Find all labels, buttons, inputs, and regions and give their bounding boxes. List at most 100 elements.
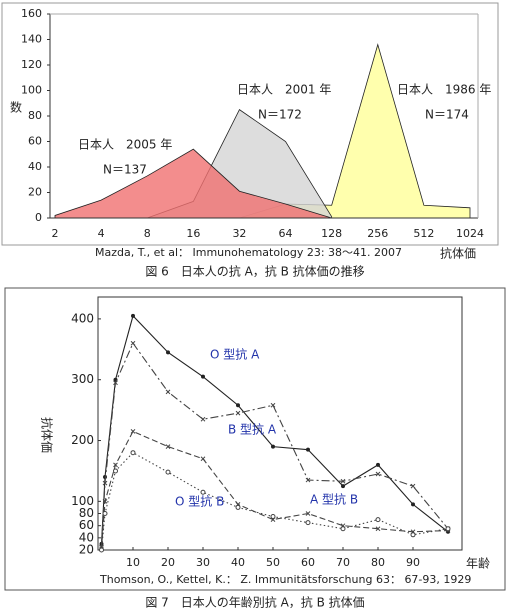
series-label: 日本人 1986 年 — [397, 83, 491, 97]
marker — [376, 462, 380, 467]
marker — [113, 462, 118, 468]
marker — [165, 469, 171, 475]
x-tick-label: 2 — [52, 227, 59, 240]
x-tick-label: 16 — [186, 227, 200, 240]
series-note: N＝174 — [425, 108, 469, 122]
x-tick-label: 64 — [279, 227, 293, 240]
x-tick-label: 8 — [144, 227, 151, 240]
series-label: 日本人 2001 年 — [237, 83, 331, 97]
series-note: N＝137 — [103, 163, 147, 177]
marker — [410, 483, 416, 489]
x-tick-label: 128 — [321, 227, 342, 240]
y-tick-label: 400 — [71, 311, 94, 325]
marker — [305, 520, 311, 526]
area — [54, 148, 332, 219]
y-tick-label: 40 — [28, 160, 42, 173]
x-axis-label: 抗体価 — [440, 246, 476, 261]
marker — [165, 444, 171, 449]
marker — [166, 350, 170, 355]
line — [100, 452, 449, 551]
y-tick-label: 20 — [79, 543, 94, 557]
y-tick-label: 20 — [28, 186, 42, 199]
y-tick-label: 100 — [71, 494, 94, 508]
series-note: N＝172 — [258, 108, 302, 122]
marker — [235, 410, 241, 416]
y-tick-label: 80 — [28, 109, 42, 122]
marker — [340, 526, 346, 532]
marker — [130, 450, 136, 456]
y-tick-label: 40 — [79, 530, 94, 544]
series-label: A 型抗 B — [310, 492, 358, 507]
marker — [200, 456, 206, 462]
plot-frame — [97, 296, 463, 551]
frame — [1, 2, 499, 246]
x-tick-label: 70 — [336, 556, 350, 569]
marker — [236, 403, 240, 408]
y-tick-label: 0 — [35, 211, 42, 224]
frame — [4, 287, 506, 591]
x-tick-label: 512 — [413, 227, 434, 240]
marker — [271, 444, 275, 449]
y-tick-label: 80 — [79, 506, 94, 520]
y-tick-label: 60 — [79, 518, 94, 532]
marker — [113, 468, 118, 474]
marker — [102, 511, 108, 517]
marker — [445, 526, 451, 532]
marker — [102, 480, 108, 486]
series-label: B 型抗 A — [228, 422, 277, 437]
line — [100, 430, 449, 549]
series-label: O 型抗 A — [210, 347, 260, 362]
y-axis-label: 抗体価 — [40, 417, 55, 453]
marker — [131, 313, 135, 318]
x-axis-label: 年齢 — [466, 556, 490, 571]
marker — [411, 502, 415, 507]
y-tick-label: 300 — [71, 372, 94, 386]
marker — [99, 547, 104, 553]
marker — [102, 498, 108, 504]
source: Mazda, T., et al： Immunohematology 23: 3… — [95, 246, 402, 259]
marker — [305, 511, 311, 516]
x-tick-label: 32 — [232, 227, 246, 240]
x-tick-label: 90 — [406, 556, 420, 569]
caption: 図 7 日本人の年齢別抗 A，抗 B 抗体価 — [145, 595, 364, 610]
marker — [113, 380, 118, 386]
marker — [375, 471, 381, 477]
marker — [410, 532, 416, 538]
marker — [305, 477, 311, 483]
x-tick-label: 80 — [371, 556, 385, 569]
x-tick-label: 30 — [196, 556, 210, 569]
marker — [270, 514, 276, 520]
y-tick-label: 100 — [21, 84, 42, 97]
series-label: O 型抗 B — [175, 494, 224, 509]
marker — [375, 517, 381, 523]
y-axis-label: 数 — [10, 100, 22, 115]
x-tick-label: 40 — [231, 556, 245, 569]
marker — [200, 416, 206, 422]
marker — [270, 402, 276, 408]
y-tick-label: 140 — [21, 33, 42, 46]
x-tick-label: 1024 — [456, 227, 484, 240]
marker — [235, 504, 241, 510]
x-tick-label: 50 — [266, 556, 280, 569]
y-tick-label: 200 — [71, 433, 94, 447]
marker — [130, 429, 136, 434]
y-tick-label: 160 — [21, 7, 42, 20]
x-tick-label: 10 — [126, 556, 140, 569]
marker — [165, 389, 171, 395]
marker — [306, 447, 310, 452]
y-tick-label: 120 — [21, 58, 42, 71]
marker — [201, 374, 205, 379]
marker — [340, 478, 346, 484]
x-tick-label: 256 — [367, 227, 388, 240]
series-label: 日本人 2005 年 — [78, 138, 172, 152]
source: Thomson, O., Kettel, K.： Z. Immunitätsfo… — [99, 573, 471, 586]
x-tick-label: 4 — [98, 227, 105, 240]
x-tick-label: 20 — [161, 556, 175, 569]
marker — [375, 526, 381, 532]
x-tick-label: 60 — [301, 556, 315, 569]
marker — [130, 340, 136, 346]
y-tick-label: 60 — [28, 135, 42, 148]
marker — [200, 489, 206, 495]
marker — [341, 484, 345, 489]
